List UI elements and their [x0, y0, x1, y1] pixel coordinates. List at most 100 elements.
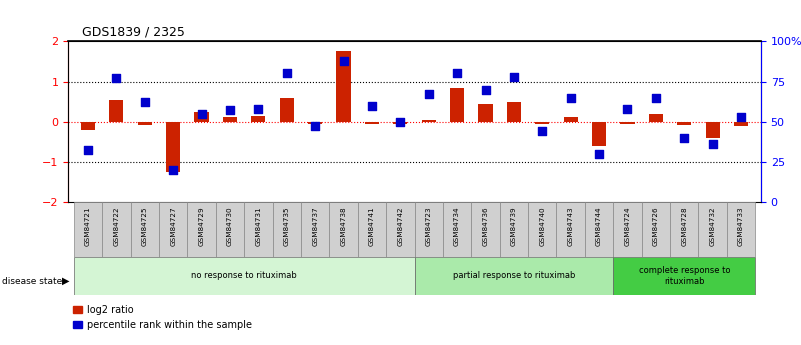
FancyBboxPatch shape [727, 202, 755, 257]
Text: GSM84736: GSM84736 [482, 206, 489, 246]
Text: no response to rituximab: no response to rituximab [191, 272, 297, 280]
FancyBboxPatch shape [585, 202, 614, 257]
Point [280, 71, 293, 76]
Bar [450, 88, 465, 122]
Bar [138, 122, 152, 125]
Point [110, 76, 123, 81]
Bar [364, 122, 379, 124]
FancyBboxPatch shape [301, 202, 329, 257]
Text: GSM84728: GSM84728 [682, 206, 687, 246]
FancyBboxPatch shape [187, 202, 215, 257]
FancyBboxPatch shape [443, 202, 471, 257]
Bar [308, 122, 322, 124]
Bar [507, 101, 521, 122]
Text: GSM84739: GSM84739 [511, 206, 517, 246]
FancyBboxPatch shape [614, 257, 755, 295]
Point [223, 108, 236, 113]
Bar [336, 51, 351, 122]
FancyBboxPatch shape [131, 202, 159, 257]
Point [337, 58, 350, 63]
Point [564, 95, 577, 100]
Text: GSM84733: GSM84733 [738, 206, 744, 246]
Point [252, 106, 265, 111]
Bar [478, 104, 493, 122]
Point [139, 100, 151, 105]
Point [536, 128, 549, 134]
Text: GSM84721: GSM84721 [85, 206, 91, 246]
Point [706, 141, 719, 147]
Bar [81, 122, 95, 130]
FancyBboxPatch shape [557, 202, 585, 257]
Point [508, 74, 521, 79]
Bar [393, 122, 408, 124]
Legend: log2 ratio, percentile rank within the sample: log2 ratio, percentile rank within the s… [73, 305, 252, 330]
FancyBboxPatch shape [670, 202, 698, 257]
Point [167, 167, 179, 172]
FancyBboxPatch shape [215, 202, 244, 257]
Point [308, 124, 321, 129]
Text: ▶: ▶ [62, 276, 69, 286]
Text: complete response to
rituximab: complete response to rituximab [638, 266, 730, 286]
FancyBboxPatch shape [415, 257, 614, 295]
Point [678, 135, 690, 140]
Bar [252, 116, 265, 122]
Bar [535, 122, 549, 124]
Text: GSM84741: GSM84741 [369, 206, 375, 246]
Bar [649, 114, 663, 122]
Point [650, 95, 662, 100]
Point [735, 114, 747, 120]
FancyBboxPatch shape [528, 202, 557, 257]
Point [394, 119, 407, 125]
Text: GSM84722: GSM84722 [114, 206, 119, 246]
Text: GSM84729: GSM84729 [199, 206, 204, 246]
Point [82, 148, 95, 153]
Text: GSM84743: GSM84743 [568, 206, 574, 246]
Text: GDS1839 / 2325: GDS1839 / 2325 [82, 26, 185, 39]
FancyBboxPatch shape [74, 202, 103, 257]
Text: GSM84726: GSM84726 [653, 206, 659, 246]
Bar [421, 120, 436, 122]
Text: GSM84723: GSM84723 [425, 206, 432, 246]
Bar [706, 122, 720, 138]
FancyBboxPatch shape [386, 202, 415, 257]
Bar [592, 122, 606, 146]
Text: GSM84727: GSM84727 [170, 206, 176, 246]
Point [479, 87, 492, 92]
Bar [280, 98, 294, 122]
Point [365, 103, 378, 108]
Bar [109, 100, 123, 122]
Text: GSM84738: GSM84738 [340, 206, 347, 246]
Text: GSM84732: GSM84732 [710, 206, 715, 246]
Text: disease state: disease state [2, 277, 62, 286]
Bar [223, 117, 237, 122]
FancyBboxPatch shape [272, 202, 301, 257]
FancyBboxPatch shape [103, 202, 131, 257]
Text: GSM84734: GSM84734 [454, 206, 460, 246]
Bar [166, 122, 180, 172]
Point [593, 151, 606, 157]
Text: GSM84744: GSM84744 [596, 206, 602, 246]
Bar [621, 122, 634, 124]
Point [195, 111, 208, 116]
FancyBboxPatch shape [500, 202, 528, 257]
Text: GSM84742: GSM84742 [397, 206, 404, 246]
FancyBboxPatch shape [471, 202, 500, 257]
FancyBboxPatch shape [642, 202, 670, 257]
FancyBboxPatch shape [614, 202, 642, 257]
Text: GSM84724: GSM84724 [625, 206, 630, 246]
FancyBboxPatch shape [159, 202, 187, 257]
FancyBboxPatch shape [415, 202, 443, 257]
Text: partial response to rituximab: partial response to rituximab [453, 272, 575, 280]
FancyBboxPatch shape [244, 202, 272, 257]
Bar [677, 122, 691, 125]
FancyBboxPatch shape [698, 202, 727, 257]
Text: GSM84735: GSM84735 [284, 206, 290, 246]
Text: GSM84731: GSM84731 [256, 206, 261, 246]
FancyBboxPatch shape [74, 257, 415, 295]
Text: GSM84737: GSM84737 [312, 206, 318, 246]
Bar [195, 111, 208, 122]
FancyBboxPatch shape [329, 202, 358, 257]
Text: GSM84725: GSM84725 [142, 206, 147, 246]
Point [621, 106, 634, 111]
Bar [564, 117, 578, 122]
